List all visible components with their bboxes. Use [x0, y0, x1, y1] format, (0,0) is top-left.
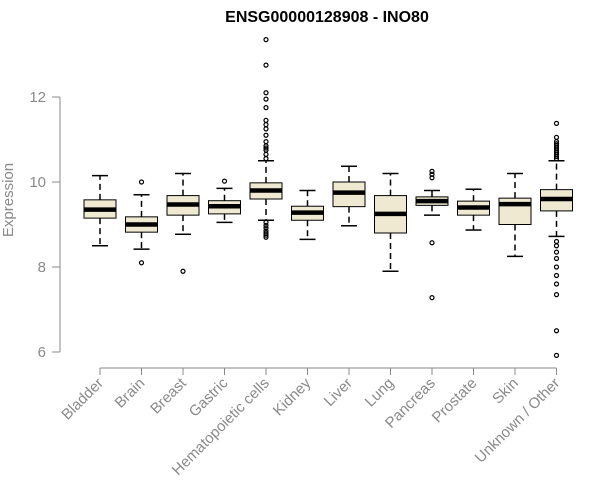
outlier-point — [553, 272, 560, 279]
outlier-point — [553, 264, 560, 270]
outlier-point — [138, 260, 145, 266]
outlier-point — [221, 178, 228, 184]
box-liver — [332, 165, 366, 227]
x-tick-label: Brain — [112, 375, 149, 412]
outlier-point — [263, 132, 269, 138]
box-bladder — [83, 174, 117, 247]
box-unknown-other — [540, 120, 573, 358]
x-tick-label: Liver — [321, 375, 356, 410]
box-skin — [498, 172, 532, 258]
y-axis-label: Expression — [0, 163, 17, 237]
outlier-point — [553, 328, 560, 334]
outlier-point — [553, 281, 560, 287]
x-tick-label: Prostate — [429, 375, 481, 427]
outlier-point — [263, 145, 269, 151]
outlier-point — [553, 238, 560, 245]
outlier-point — [263, 96, 269, 102]
box-breast — [166, 172, 200, 274]
outlier-point — [263, 156, 269, 162]
x-tick-label: Lung — [362, 375, 398, 411]
box-pancreas — [415, 168, 449, 301]
x-tick-label: Bladder — [58, 375, 107, 424]
box-prostate — [457, 188, 490, 231]
y-tick-label: 10 — [29, 174, 46, 191]
boxes — [83, 37, 573, 358]
x-tick-label: Kidney — [270, 374, 315, 419]
y-tick-label: 12 — [29, 89, 46, 106]
outlier-point — [553, 156, 560, 162]
x-tick-label: Breast — [147, 374, 190, 417]
outlier-point — [553, 255, 560, 262]
outlier-point — [553, 134, 560, 140]
outlier-point — [263, 139, 269, 145]
outlier-point — [429, 295, 435, 301]
outlier-point — [263, 90, 269, 96]
box-hematopoietic-cells — [249, 37, 283, 240]
outlier-point — [553, 292, 560, 298]
outlier-point — [429, 175, 435, 181]
outlier-point — [553, 243, 560, 249]
outlier-point — [263, 222, 269, 228]
outlier-point — [263, 219, 269, 225]
outlier-point — [138, 179, 145, 185]
outlier-point — [429, 168, 435, 174]
y-tick-label: 6 — [38, 344, 46, 361]
outlier-point — [429, 171, 435, 177]
outlier-point — [263, 62, 269, 68]
x-tick-label: Skin — [489, 375, 522, 408]
y-axis: 6 8 10 12 — [29, 89, 61, 361]
outlier-point — [263, 232, 269, 238]
outlier-point — [263, 122, 269, 128]
outlier-point — [553, 249, 560, 255]
box-gastric — [208, 178, 241, 224]
outlier-point — [263, 105, 269, 111]
outlier-point — [263, 37, 269, 43]
outlier-point — [553, 153, 560, 160]
box-brain — [125, 179, 158, 266]
outlier-point — [180, 268, 186, 274]
outlier-point — [263, 225, 269, 231]
outlier-point — [263, 126, 269, 132]
outlier-point — [263, 117, 269, 123]
box-lung — [374, 172, 407, 272]
outlier-point — [553, 352, 560, 358]
box-kidney — [291, 189, 324, 241]
y-tick-label: 8 — [38, 259, 46, 276]
outlier-point — [429, 240, 435, 246]
outlier-point — [553, 120, 560, 126]
outlier-point — [263, 234, 269, 240]
outlier-point — [263, 151, 269, 157]
chart-title: ENSG00000128908 - INO80 — [225, 9, 429, 26]
